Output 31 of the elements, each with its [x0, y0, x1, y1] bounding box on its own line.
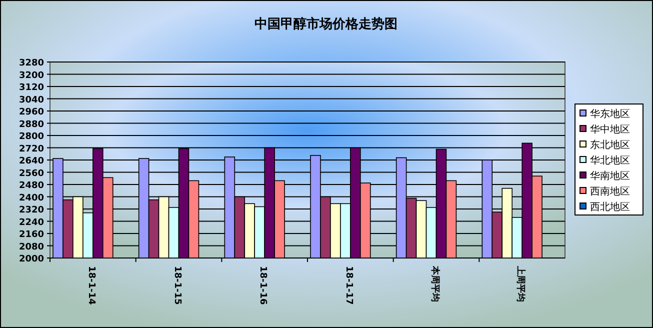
legend-label: 华北地区	[590, 154, 630, 166]
x-tick-label: 18-1-14	[86, 266, 96, 305]
y-tick-label: 2000	[18, 254, 44, 264]
x-tick-label: 本周平均	[429, 265, 440, 302]
y-tick-label: 2480	[18, 181, 44, 191]
x-tick-label: 18-1-17	[343, 266, 354, 305]
y-tick-label: 2720	[18, 144, 44, 154]
y-tick-label: 2080	[18, 242, 44, 252]
y-tick-label: 2560	[18, 168, 44, 179]
legend-label: 华东地区	[590, 108, 630, 120]
legend-label: 东北地区	[590, 139, 630, 151]
legend-label: 华中地区	[590, 124, 630, 136]
y-tick-label: 2960	[18, 108, 44, 118]
x-tick-label: 18-1-15	[172, 266, 182, 305]
y-tick-label: 2160	[18, 230, 44, 240]
y-tick-label: 3200	[18, 70, 44, 81]
y-tick-label: 2400	[18, 193, 44, 204]
legend-label: 西南地区	[590, 186, 630, 198]
y-tick-label: 2640	[18, 156, 44, 166]
y-tick-label: 3280	[18, 58, 44, 68]
y-tick-label: 2880	[18, 120, 44, 130]
legend-label: 华南地区	[590, 170, 630, 182]
y-tick-label: 2320	[18, 206, 44, 216]
legend-label: 西北地区	[590, 201, 630, 213]
y-tick-label: 3120	[18, 83, 44, 93]
y-tick-label: 2800	[18, 132, 44, 142]
x-tick-label: 18-1-16	[258, 266, 268, 305]
y-tick-label: 2240	[18, 218, 44, 228]
y-tick-label: 3040	[18, 95, 44, 106]
x-tick-label: 上周平均	[515, 265, 526, 302]
chart-title: 中国甲醇市场价格走势图	[254, 16, 398, 32]
